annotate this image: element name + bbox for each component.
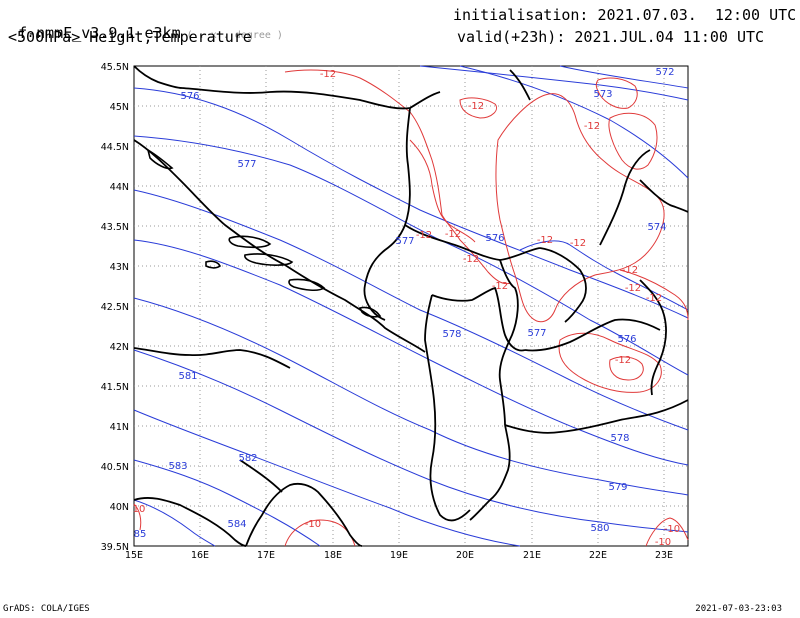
- temp-label: -10: [305, 519, 321, 530]
- lon-label: 21E: [523, 550, 541, 561]
- lat-label: 43N: [110, 262, 129, 273]
- units-label: ( . x . degree ): [186, 30, 283, 41]
- height-label: 579: [608, 482, 627, 493]
- temp-label: -12: [646, 293, 662, 304]
- lat-label: 40N: [110, 502, 129, 513]
- height-label: 576: [617, 334, 636, 345]
- height-label: 85: [134, 529, 147, 540]
- valid-time: valid(+23h): 2021.JUL.04 11:00 UTC: [457, 28, 764, 46]
- lat-label: 40.5N: [101, 462, 129, 473]
- temp-label: -10: [664, 524, 680, 535]
- height-label: 576: [485, 233, 504, 244]
- height-label: 574: [647, 222, 666, 233]
- temp-label: -12: [622, 265, 638, 276]
- height-label: 572: [655, 67, 674, 78]
- lat-label: 41.5N: [101, 382, 129, 393]
- lon-label: 15E: [125, 550, 143, 561]
- height-label: 578: [610, 433, 629, 444]
- valid-value: 2021.JUL.04 11:00 UTC: [574, 28, 765, 46]
- lat-label: 43.5N: [101, 222, 129, 233]
- temp-label: -12: [416, 230, 432, 241]
- temp-label: -12: [492, 281, 508, 292]
- lon-label: 19E: [390, 550, 408, 561]
- lon-label: 18E: [324, 550, 342, 561]
- height-label: 580: [590, 523, 609, 534]
- height-label: 583: [168, 461, 187, 472]
- temp-label: 10: [133, 504, 146, 515]
- lon-label: 22E: [589, 550, 607, 561]
- temp-label: -10: [655, 537, 671, 548]
- temperature-contour-labels: -12 -12 -12 -12 -12 -12 -12 -12 -12 -12 …: [133, 69, 681, 548]
- lat-label: 44.5N: [101, 142, 129, 153]
- lat-label: 41N: [110, 422, 129, 433]
- temp-label: -12: [584, 121, 600, 132]
- init-time: initialisation: 2021.07.03. 12:00 UTC: [453, 6, 796, 24]
- lon-label: 20E: [456, 550, 474, 561]
- product-title: <500hPa> Height,Temperature: [8, 28, 252, 46]
- height-label: 576: [180, 91, 199, 102]
- lat-label: 45.5N: [101, 62, 129, 73]
- temp-label: -12: [468, 101, 484, 112]
- islands: [146, 148, 382, 318]
- height-label: 577: [395, 236, 414, 247]
- latitude-axis-labels: 45.5N 45N 44.5N 44N 43.5N 43N 42.5N 42N …: [101, 62, 129, 553]
- height-contour-labels: 576 577 577 576 573 572 574 578 577 576 …: [134, 67, 675, 540]
- temp-label: -12: [463, 254, 479, 265]
- footer-timestamp: 2021-07-03-23:03: [695, 604, 782, 614]
- lat-label: 42N: [110, 342, 129, 353]
- temp-label: -12: [625, 283, 641, 294]
- lon-label: 23E: [655, 550, 673, 561]
- lat-label: 42.5N: [101, 302, 129, 313]
- lon-label: 17E: [257, 550, 275, 561]
- lat-label: 45N: [110, 102, 129, 113]
- init-value: 2021.07.03. 12:00 UTC: [597, 6, 797, 24]
- temperature-contours: [133, 69, 689, 547]
- temp-label: -12: [615, 355, 631, 366]
- valid-label: valid(+23h):: [457, 28, 566, 46]
- height-label: 577: [237, 159, 256, 170]
- height-label: 584: [227, 519, 246, 530]
- height-label: 573: [593, 89, 612, 100]
- height-label: 578: [442, 329, 461, 340]
- footer-credit: GrADS: COLA/IGES: [3, 604, 90, 614]
- model-title: f-nmmE_v3.9.1-e3km ( . x . degree ): [0, 6, 283, 45]
- height-label: 581: [178, 371, 197, 382]
- temp-label: -12: [537, 235, 553, 246]
- temp-label: -12: [445, 229, 461, 240]
- longitude-axis-labels: 15E 16E 17E 18E 19E 20E 21E 22E 23E: [125, 550, 673, 561]
- lat-label: 44N: [110, 182, 129, 193]
- height-label: 577: [527, 328, 546, 339]
- temp-label: -12: [570, 238, 586, 249]
- height-label: 582: [238, 453, 257, 464]
- lon-label: 16E: [191, 550, 209, 561]
- model-name: f-nmmE_v3.9.1-e3km: [18, 24, 181, 42]
- init-label: initialisation:: [453, 6, 589, 24]
- lat-label: 39.5N: [101, 542, 129, 553]
- height-contours: [133, 65, 689, 547]
- temp-label: -12: [320, 69, 336, 80]
